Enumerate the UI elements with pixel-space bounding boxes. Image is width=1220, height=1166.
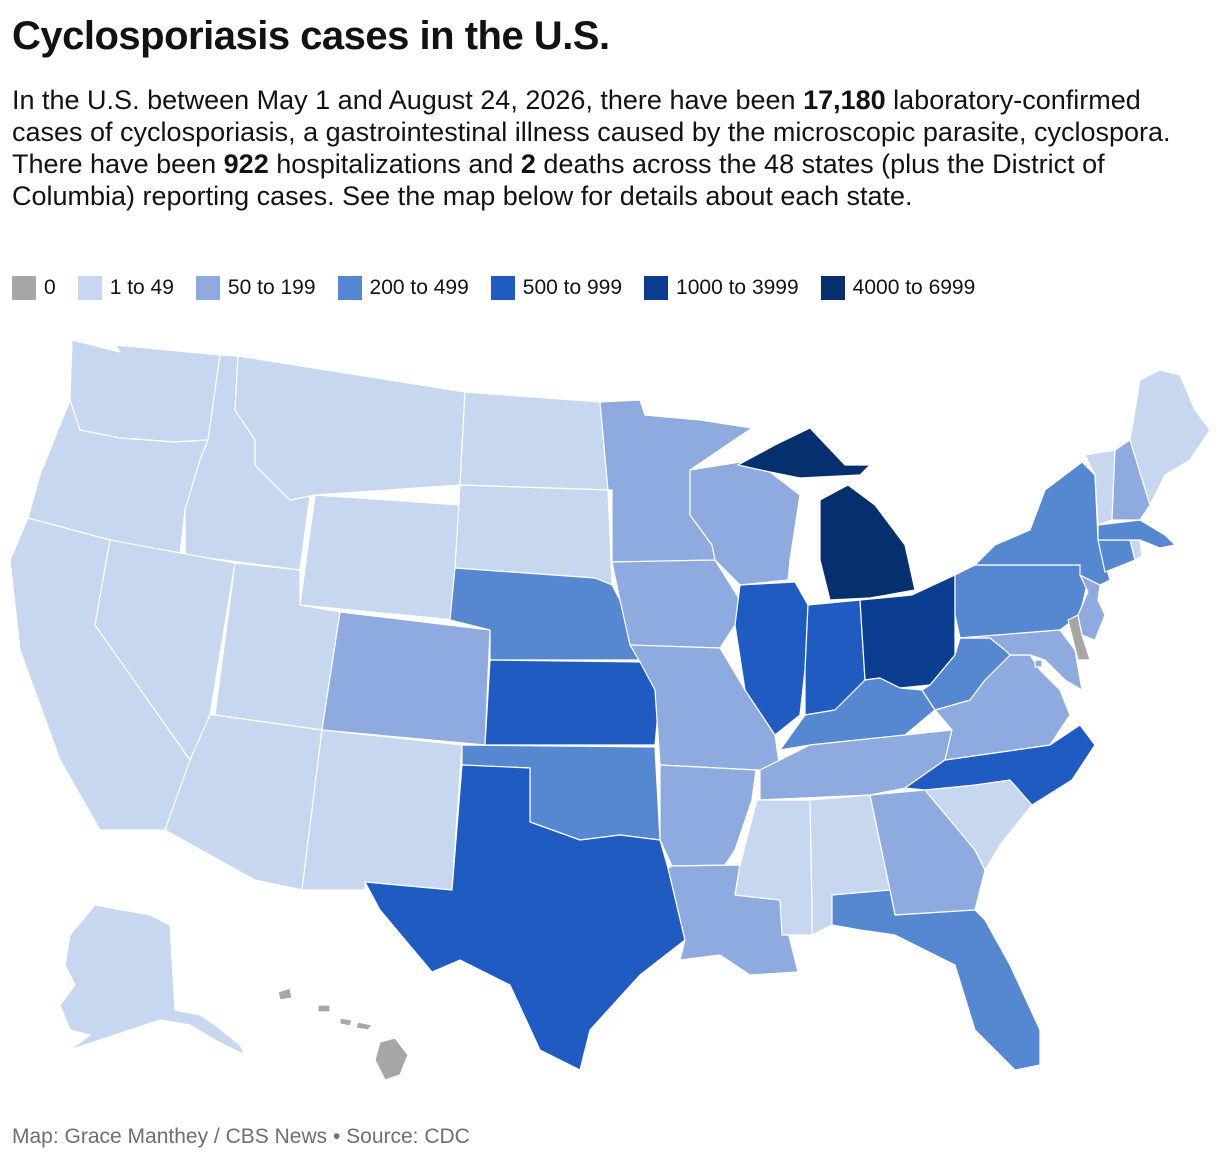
state-new-mexico[interactable] — [301, 729, 463, 891]
state-pennsylvania[interactable] — [954, 564, 1089, 639]
map-description: In the U.S. between May 1 and August 24,… — [12, 84, 1208, 212]
state-hawaii[interactable] — [277, 987, 409, 1081]
map-title: Cyclosporiasis cases in the U.S. — [12, 14, 610, 58]
state-washington[interactable] — [69, 339, 221, 443]
state-texas[interactable] — [364, 764, 686, 1071]
legend-label: 4000 to 6999 — [852, 276, 976, 299]
state-alaska[interactable] — [59, 904, 246, 1056]
total-cases-value: 17,180 — [803, 85, 886, 115]
state-new-jersey[interactable] — [1077, 574, 1106, 641]
legend-swatch — [12, 276, 36, 300]
state-connecticut[interactable] — [1097, 539, 1136, 573]
legend-item-200-499: 200 to 499 — [337, 276, 469, 300]
legend-item-1-49: 1 to 49 — [77, 276, 174, 300]
state-district-of-columbia[interactable] — [1034, 659, 1043, 668]
state-colorado[interactable] — [321, 611, 491, 746]
legend-swatch — [820, 276, 845, 300]
state-montana[interactable] — [234, 355, 466, 501]
state-wyoming[interactable] — [299, 494, 461, 621]
legend-swatch — [644, 276, 669, 300]
state-iowa[interactable] — [611, 559, 741, 649]
state-michigan[interactable] — [737, 427, 916, 601]
description-text: deaths across the 48 states (plus the Di… — [12, 149, 1105, 211]
state-new-hampshire[interactable] — [1111, 439, 1151, 521]
state-vermont[interactable] — [1084, 449, 1116, 526]
legend-label: 0 — [44, 276, 56, 299]
legend-item-1000-3999: 1000 to 3999 — [644, 276, 799, 300]
legend-item-50-199: 50 to 199 — [195, 276, 316, 300]
deaths-value: 2 — [520, 149, 536, 179]
state-massachusetts[interactable] — [1097, 519, 1176, 549]
legend-label: 200 to 499 — [369, 276, 469, 299]
state-arkansas[interactable] — [659, 764, 757, 867]
state-north-dakota[interactable] — [459, 391, 609, 491]
state-maryland[interactable] — [959, 629, 1083, 691]
legend-item-500-999: 500 to 999 — [490, 276, 623, 300]
legend-item-0: 0 — [12, 276, 56, 300]
legend-item-4000-6999: 4000 to 6999 — [820, 276, 976, 300]
state-delaware[interactable] — [1067, 614, 1091, 661]
description-text: In the U.S. between May 1 and August 24,… — [12, 85, 804, 115]
description-text: laboratory-confirmed cases of cyclospori… — [12, 85, 1171, 179]
map-credit: Map: Grace Manthey / CBS News • Source: … — [12, 1125, 470, 1148]
state-maine[interactable] — [1129, 369, 1211, 506]
hospitalizations-value: 922 — [223, 149, 269, 179]
map-legend: 0 1 to 49 50 to 199 200 to 499 500 to 99… — [12, 276, 997, 300]
state-illinois[interactable] — [734, 581, 809, 736]
legend-swatch — [490, 276, 515, 300]
legend-swatch — [195, 276, 220, 300]
legend-label: 1000 to 3999 — [676, 276, 799, 299]
legend-swatch — [337, 276, 362, 300]
state-florida[interactable] — [831, 889, 1041, 1071]
legend-label: 50 to 199 — [227, 276, 316, 299]
legend-label: 500 to 999 — [522, 276, 623, 299]
state-kansas[interactable] — [484, 659, 661, 746]
us-states-map — [9, 339, 1211, 1081]
legend-label: 1 to 49 — [109, 276, 174, 299]
description-text: hospitalizations and — [268, 149, 521, 179]
legend-swatch — [77, 276, 102, 300]
